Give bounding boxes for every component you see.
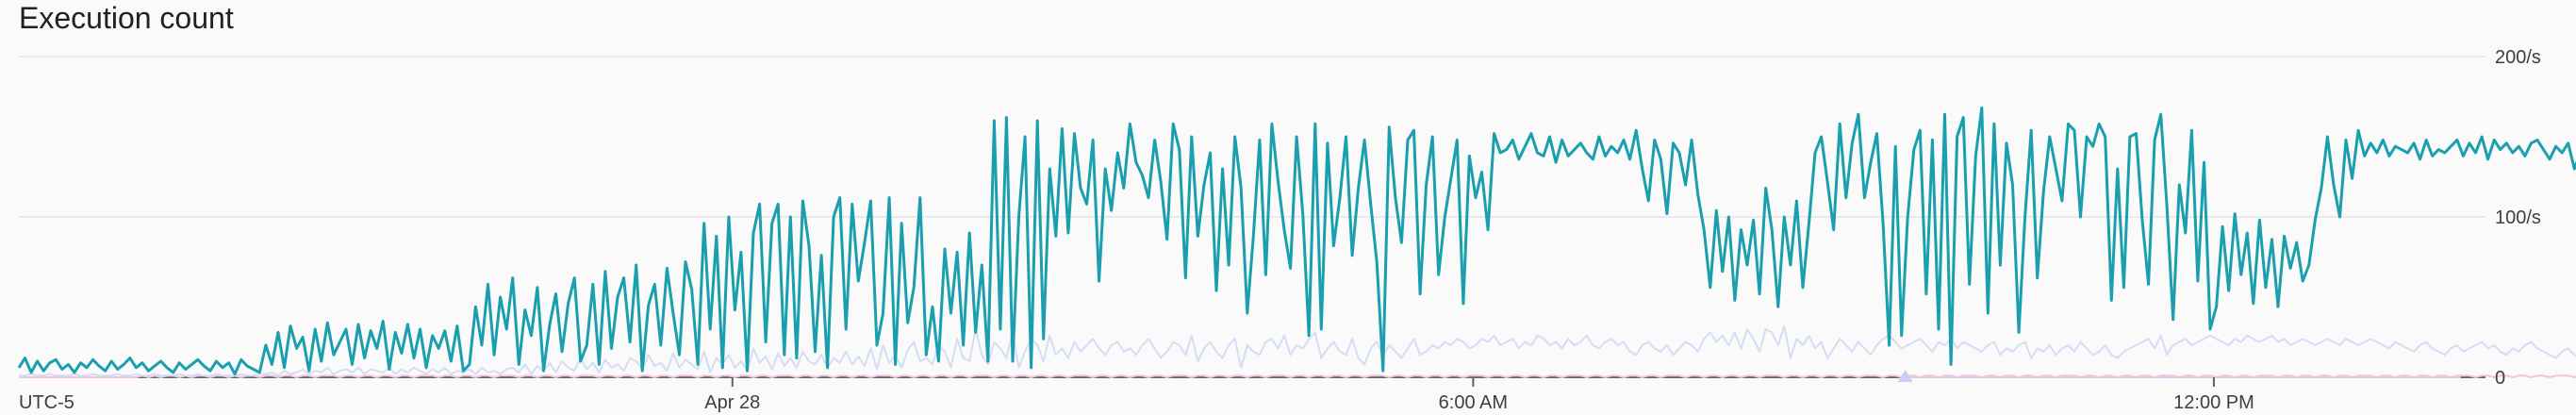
y-tick-label: 100/s	[2495, 208, 2541, 228]
x-tick-label: 12:00 PM	[2173, 392, 2254, 413]
chart-title: Execution count	[19, 1, 234, 35]
series-line-0	[17, 106, 2576, 376]
series-end-markers	[1897, 370, 1913, 382]
x-tick-label: 6:00 AM	[1439, 392, 1508, 413]
x-tick-label: Apr 28	[704, 392, 760, 413]
y-tick-label: 0	[2495, 368, 2505, 389]
axes: UTC-5 0 100/s 200/s Apr 28 6:00 AM 12:00 PM	[19, 47, 2541, 413]
timezone-label: UTC-5	[19, 392, 74, 413]
series-lines	[17, 106, 2576, 378]
y-tick-label: 200/s	[2495, 47, 2541, 68]
series-line-1	[19, 324, 2576, 377]
series-end-marker-triangle[interactable]	[1897, 370, 1913, 382]
series-line-2	[19, 374, 2576, 378]
